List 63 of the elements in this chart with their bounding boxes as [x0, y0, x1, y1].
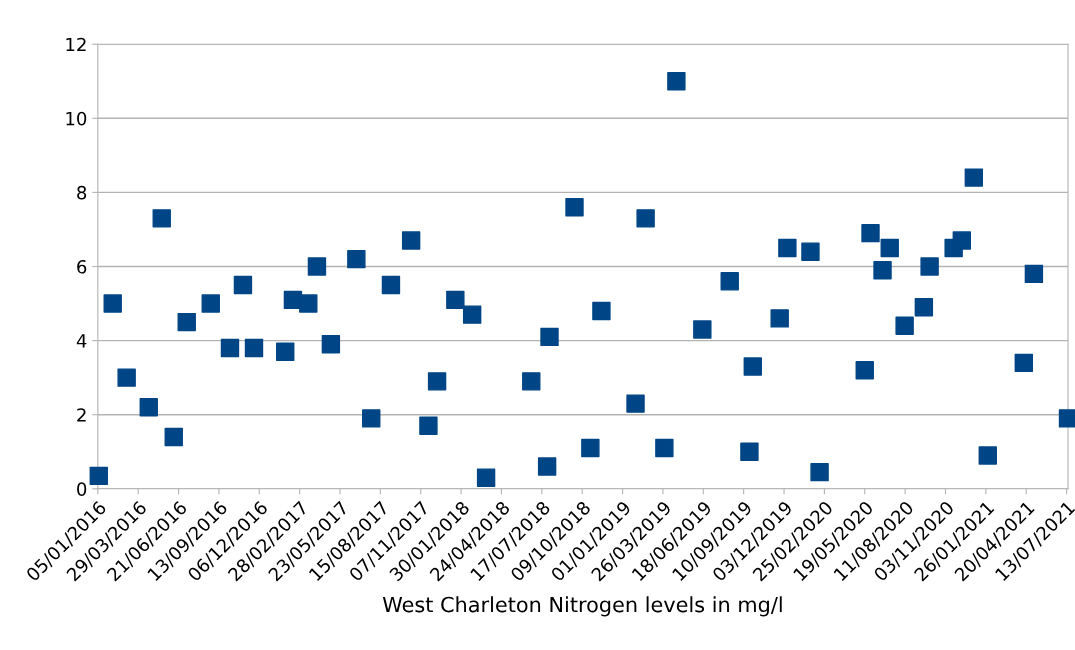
- y-tick-label: 12: [66, 37, 86, 52]
- point: [427, 372, 447, 391]
- point: [476, 468, 496, 487]
- point: [220, 338, 240, 358]
- point: [880, 238, 899, 258]
- point: [276, 342, 295, 361]
- point: [462, 305, 482, 324]
- point: [720, 272, 739, 291]
- point: [873, 261, 892, 280]
- point: [801, 242, 820, 261]
- point: [978, 446, 997, 465]
- point: [740, 442, 759, 461]
- point: [565, 198, 584, 217]
- point: [89, 466, 108, 486]
- point: [117, 368, 136, 387]
- point: [1024, 264, 1044, 284]
- point: [895, 316, 914, 335]
- y-tick-label: 10: [66, 111, 87, 126]
- point: [177, 312, 196, 332]
- y-tick-label: 8: [77, 185, 87, 200]
- point: [920, 257, 939, 276]
- point: [667, 72, 686, 91]
- y-tick-label: 6: [77, 259, 87, 274]
- x-axis-title: West Charleton Nitrogen levels in mg/l: [382, 596, 782, 617]
- point: [446, 290, 465, 310]
- point: [540, 327, 559, 347]
- point: [636, 209, 655, 228]
- point: [914, 298, 934, 317]
- point: [1014, 353, 1034, 373]
- point: [855, 361, 874, 380]
- point: [810, 462, 829, 482]
- point: [201, 294, 220, 313]
- point: [244, 338, 264, 358]
- y-tick-label: 4: [76, 334, 87, 348]
- point: [152, 209, 171, 228]
- point: [693, 320, 712, 339]
- point: [581, 438, 600, 458]
- point: [139, 398, 158, 417]
- point: [522, 372, 541, 391]
- point: [743, 357, 762, 376]
- point: [307, 257, 327, 276]
- point: [952, 231, 972, 250]
- point: [537, 457, 557, 476]
- point: [233, 275, 253, 295]
- y-tick-label: 2: [77, 408, 86, 422]
- y-tick-label: 0: [77, 482, 87, 496]
- point: [778, 238, 797, 258]
- point: [770, 309, 789, 328]
- point: [419, 416, 438, 436]
- point: [592, 301, 611, 321]
- point: [381, 275, 401, 295]
- point: [1058, 409, 1075, 428]
- point: [655, 438, 674, 458]
- point: [401, 231, 421, 250]
- point: [347, 249, 366, 269]
- point: [103, 294, 122, 313]
- point: [299, 294, 318, 313]
- point: [362, 409, 381, 428]
- point: [626, 394, 645, 413]
- point: [321, 335, 341, 354]
- point: [964, 168, 984, 187]
- point: [861, 223, 880, 243]
- point: [164, 427, 183, 447]
